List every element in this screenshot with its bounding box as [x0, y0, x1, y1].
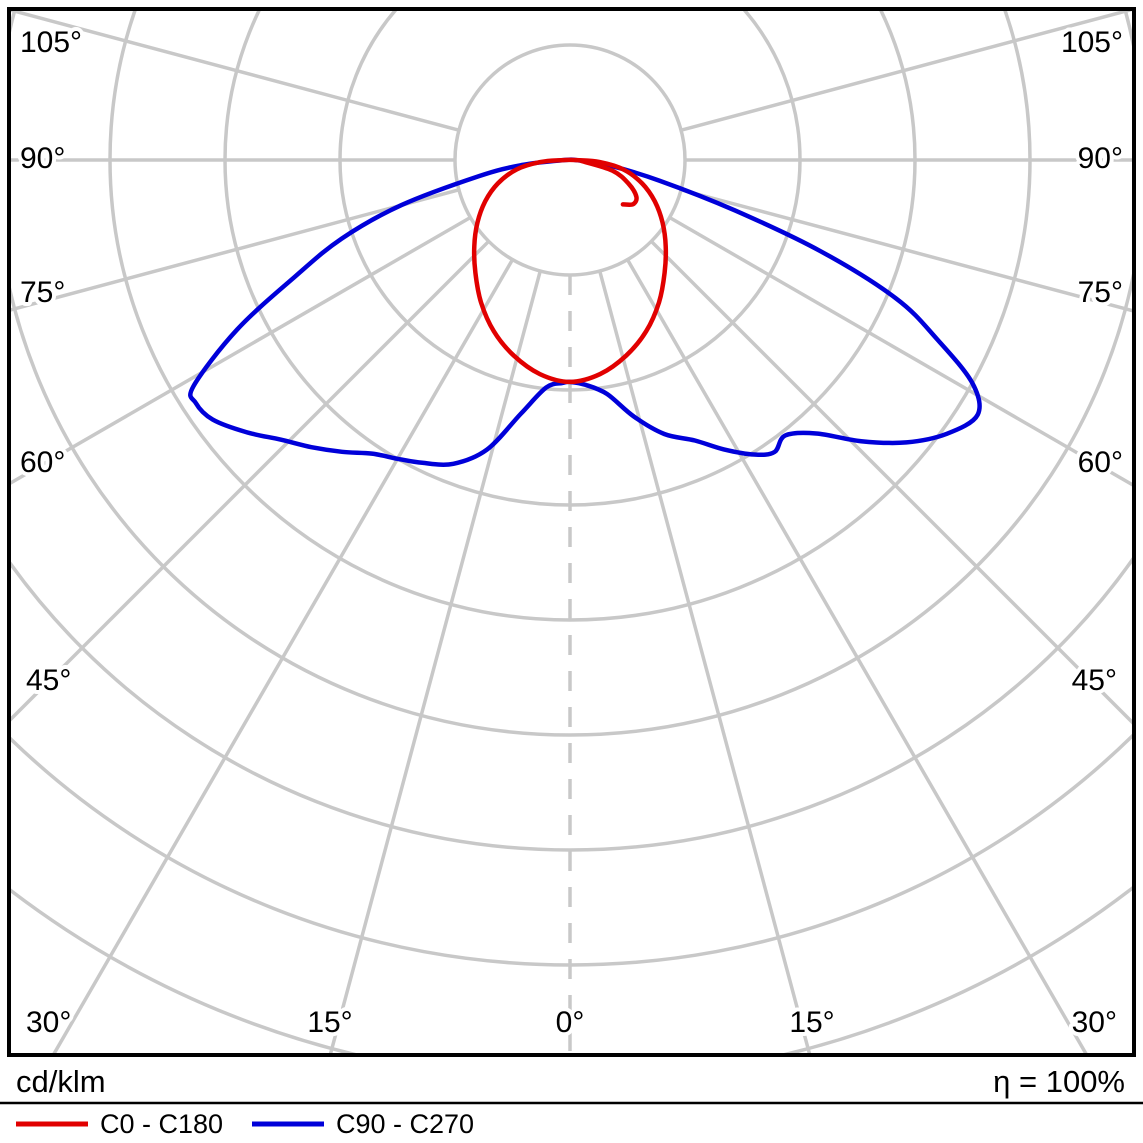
angle-label-left-105: 105°: [20, 26, 82, 59]
angle-label-left-60: 60°: [20, 446, 65, 479]
angle-label-left-90: 90°: [20, 142, 65, 175]
angle-label-bottom-30-right: 30°: [1072, 1006, 1117, 1039]
grid-radial-105: [11, 11, 460, 132]
figure-footer: cd/klm η = 100% C0 - C180 C90 - C270: [0, 1064, 1143, 1139]
grid-radial-30: [625, 258, 1088, 1053]
grid-radial-75: [680, 188, 1132, 313]
curve-c0-c180-hook: [579, 158, 639, 208]
legend: C0 - C180 C90 - C270: [16, 1109, 474, 1139]
curve-c0-c180: [471, 157, 669, 385]
grid-radial-60: [668, 215, 1132, 487]
intensity-curves: [188, 157, 982, 467]
grid-radial-45: [11, 240, 490, 722]
angle-label-left-45: 45°: [26, 664, 71, 697]
grid-radial-15: [598, 270, 812, 1053]
angle-label-right-45: 45°: [1072, 664, 1117, 697]
angle-label-left-75: 75°: [20, 276, 65, 309]
grid-radial-105: [680, 11, 1132, 132]
legend-label-c0-c180: C0 - C180: [100, 1109, 223, 1139]
grid-radial-75: [11, 188, 460, 312]
efficiency-label: η = 100%: [993, 1064, 1125, 1099]
angle-label-bottom-30-left: 30°: [26, 1006, 71, 1039]
grid-ring: [11, 557, 1132, 852]
angle-label-right-75: 75°: [1078, 276, 1123, 309]
angle-labels: 105° 90° 75° 60° 45° 105° 90° 75° 60° 45…: [16, 22, 1127, 1043]
angle-label-bottom-15-left: 15°: [307, 1006, 352, 1039]
angle-label-bottom-15-right: 15°: [789, 1006, 834, 1039]
grid-radial-60: [11, 215, 472, 485]
angle-label-right-105: 105°: [1061, 26, 1123, 59]
grid-ring: [11, 11, 1132, 737]
grid-radial-15: [328, 270, 542, 1053]
legend-label-c90-c270: C90 - C270: [336, 1109, 474, 1139]
angle-label-right-60: 60°: [1078, 446, 1123, 479]
angle-label-right-90: 90°: [1078, 142, 1123, 175]
grid-radial-45: [650, 240, 1132, 725]
angle-label-bottom-0: 0°: [556, 1006, 585, 1039]
radial-unit-label: cd/klm: [16, 1064, 106, 1099]
